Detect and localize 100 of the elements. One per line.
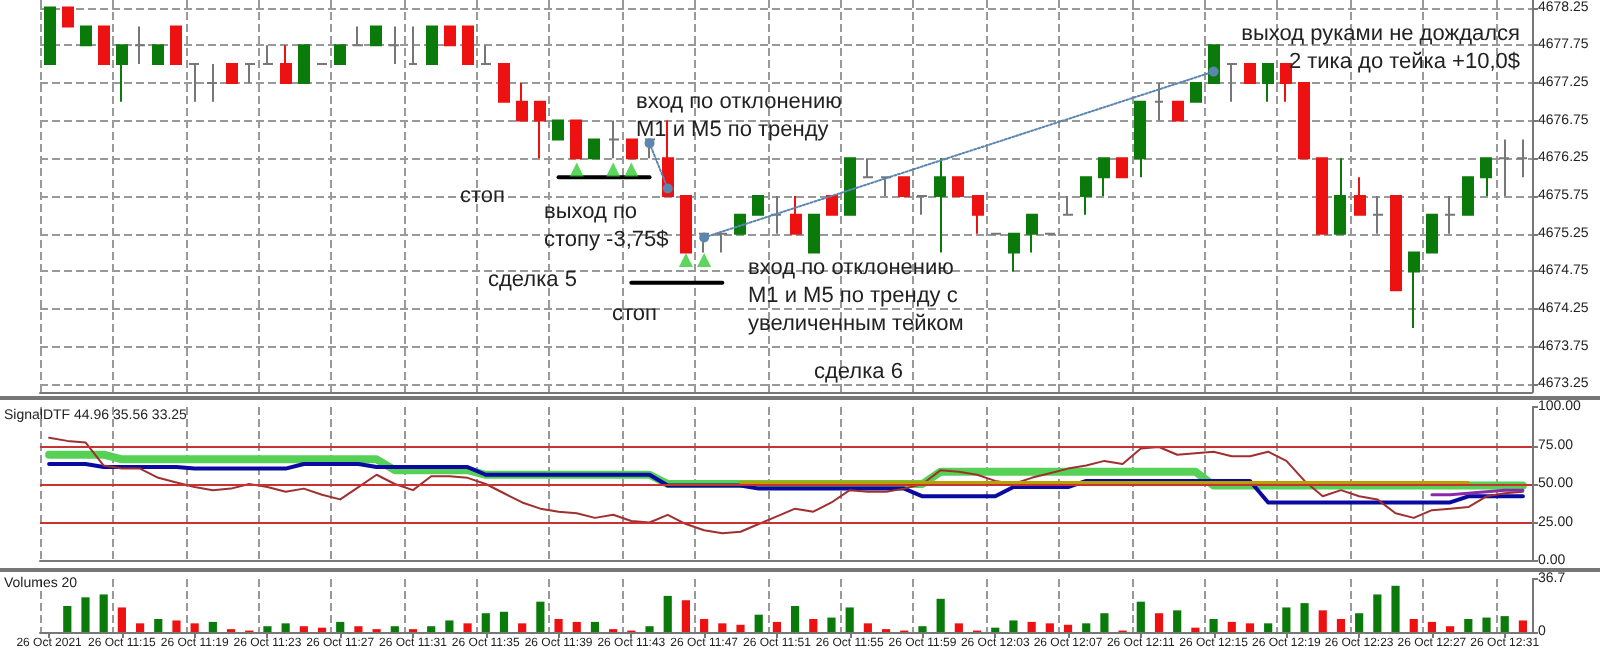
candlestick — [1062, 195, 1074, 216]
candlestick — [790, 195, 802, 235]
candlestick — [844, 157, 856, 216]
candlestick — [116, 44, 128, 103]
bar — [1027, 621, 1036, 632]
candlestick — [1080, 176, 1092, 216]
candlestick — [280, 44, 292, 84]
bar — [427, 626, 436, 632]
bar — [281, 623, 290, 632]
bar — [554, 619, 563, 632]
bar — [700, 619, 709, 632]
candlestick — [244, 63, 256, 84]
bar — [445, 620, 454, 632]
candlestick — [608, 119, 620, 160]
candlestick — [134, 25, 146, 66]
candlestick — [1444, 195, 1456, 235]
point — [678, 253, 693, 268]
candlestick — [1226, 63, 1238, 103]
bar — [1245, 623, 1255, 632]
candlestick — [206, 63, 218, 103]
candlestick — [1390, 195, 1402, 292]
bar — [154, 619, 163, 632]
candlestick — [98, 25, 110, 66]
bar — [336, 621, 345, 632]
bar — [681, 600, 691, 632]
annotation: вход по отклонению M1 и M5 по тренду с увеличенным тейком — [748, 256, 964, 336]
bar — [518, 623, 527, 632]
candlestick — [226, 63, 238, 84]
candlestick — [1134, 100, 1146, 179]
bar — [663, 595, 672, 632]
candlestick — [716, 232, 728, 254]
bar — [172, 620, 181, 632]
candlestick — [408, 25, 418, 66]
bar — [845, 607, 854, 632]
candlestick — [734, 213, 746, 235]
bar — [1355, 613, 1364, 632]
candlestick — [1498, 138, 1510, 197]
bar — [1427, 621, 1437, 632]
bar — [645, 626, 654, 632]
candlestick — [1426, 213, 1438, 254]
candlestick — [370, 25, 382, 47]
bar — [1373, 594, 1382, 632]
line-series — [48, 436, 1524, 535]
bar — [954, 623, 963, 632]
bar — [1082, 623, 1091, 632]
annotation: выход по стопу -3,75$ — [544, 200, 669, 252]
candlestick — [934, 157, 946, 254]
bar — [736, 624, 745, 632]
candlestick — [62, 6, 74, 28]
bar — [99, 594, 108, 632]
candlestick — [880, 176, 892, 197]
candlestick — [1372, 195, 1384, 235]
candlestick — [898, 176, 910, 197]
annotation: сделка 5 — [488, 268, 577, 292]
candlestick — [426, 25, 438, 66]
bar — [718, 623, 727, 632]
candlestick — [1172, 100, 1184, 122]
bar — [354, 626, 363, 632]
candlestick — [1354, 176, 1366, 216]
bar — [809, 619, 818, 632]
line-series — [47, 461, 1525, 505]
annotation: стоп — [460, 184, 506, 208]
bar — [81, 597, 90, 632]
candlestick — [826, 195, 838, 216]
bar — [1391, 585, 1400, 632]
candlestick — [334, 44, 346, 66]
bar — [117, 607, 126, 632]
candlestick — [1462, 176, 1474, 216]
candlestick — [752, 195, 764, 216]
bar — [135, 623, 145, 632]
candlestick — [1154, 81, 1164, 122]
bar — [1518, 620, 1527, 632]
candlestick — [972, 195, 984, 235]
point — [606, 162, 621, 177]
candlestick — [188, 63, 200, 103]
bar — [1173, 610, 1182, 632]
bar — [1446, 626, 1455, 632]
bar — [918, 626, 927, 632]
bar — [390, 626, 399, 632]
bar — [1464, 619, 1473, 632]
bar — [190, 623, 199, 632]
candlestick — [1480, 157, 1492, 197]
bar — [1264, 623, 1273, 632]
bar — [1318, 610, 1327, 632]
bar — [827, 617, 836, 632]
bar — [1045, 623, 1054, 632]
candlestick — [534, 100, 546, 160]
annotation: сделка 6 — [814, 360, 903, 384]
bar — [791, 606, 800, 632]
candlestick — [770, 195, 782, 235]
candlestick — [1190, 81, 1202, 103]
bar — [208, 621, 217, 632]
candlestick — [916, 195, 928, 216]
bar — [1063, 624, 1073, 632]
candlestick — [1008, 232, 1020, 273]
bar — [863, 623, 872, 632]
candlestick — [588, 138, 600, 160]
bar — [590, 621, 600, 632]
candlestick — [1298, 81, 1310, 160]
candlestick — [44, 6, 56, 66]
